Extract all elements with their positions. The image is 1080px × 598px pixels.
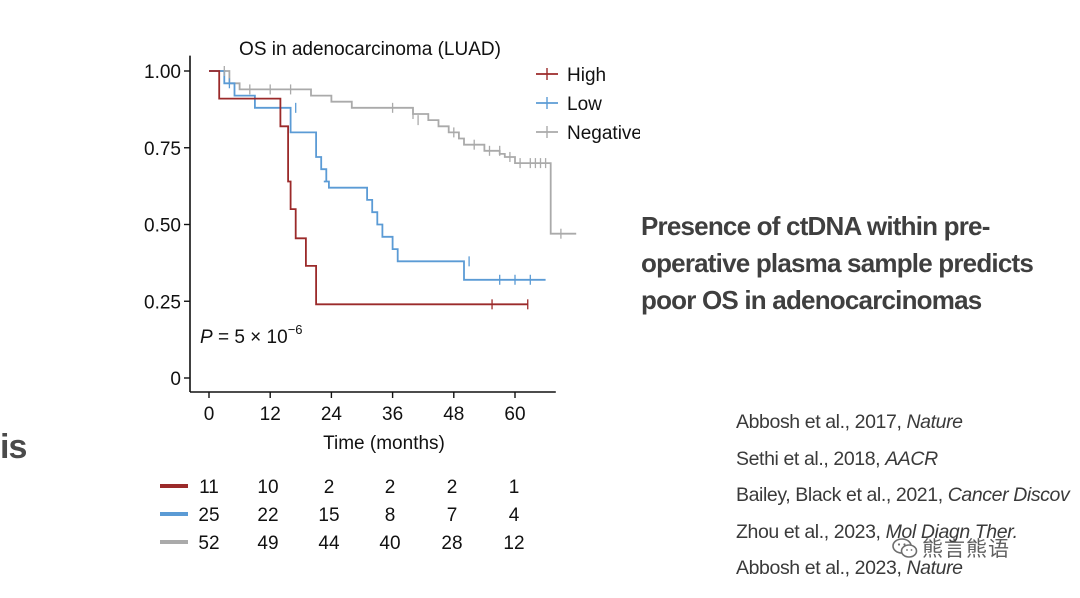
- risk-row-swatch: [160, 484, 188, 488]
- curve-negative: [209, 70, 577, 235]
- reference-journal: Cancer Discov: [947, 484, 1070, 506]
- reference-item: Abbosh et al., 2017, Nature: [736, 404, 1080, 441]
- risk-count: 2: [447, 477, 458, 498]
- legend-label: High: [567, 65, 606, 86]
- reference-journal: Nature: [906, 557, 963, 579]
- headline-line: Presence of ctDNA within pre-: [641, 211, 990, 241]
- reference-authors: Abbosh et al., 2017,: [736, 411, 907, 433]
- risk-row-swatch: [160, 540, 188, 544]
- headline-line: poor OS in adenocarcinomas: [641, 285, 982, 315]
- p-value-exponent: −6: [288, 322, 303, 337]
- risk-count: 2: [324, 477, 335, 498]
- curve-low: [209, 70, 546, 281]
- x-tick-label: 0: [204, 404, 215, 425]
- y-axis: 0 0.25 0.50 0.75 1.00: [144, 55, 191, 392]
- risk-count: 52: [198, 533, 219, 554]
- reference-authors: Abbosh et al., 2023,: [736, 557, 907, 579]
- y-tick-label: 0.50: [144, 216, 181, 237]
- watermark-text: 熊言熊语: [922, 537, 1010, 561]
- risk-count: 28: [441, 533, 462, 554]
- headline: Presence of ctDNA within pre- operative …: [641, 208, 1071, 319]
- x-tick-label: 36: [382, 404, 403, 425]
- risk-count: 15: [318, 505, 339, 526]
- p-value-body: = 5 × 10: [213, 327, 288, 348]
- risk-count: 49: [257, 533, 278, 554]
- watermark: 熊言熊语: [892, 533, 1010, 563]
- legend-label: Negative: [567, 123, 640, 144]
- x-tick-label: 12: [260, 404, 281, 425]
- reference-authors: Bailey, Black et al., 2021,: [736, 484, 948, 506]
- risk-count: 4: [509, 505, 520, 526]
- reference-list: Abbosh et al., 2017, Nature Sethi et al.…: [736, 404, 1080, 587]
- legend: High Low Negative: [536, 65, 640, 144]
- risk-count: 2: [385, 477, 396, 498]
- legend-label: Low: [567, 94, 602, 115]
- risk-count: 44: [318, 533, 340, 554]
- reference-item: Zhou et al., 2023, Mol Diagn Ther.: [736, 514, 1080, 551]
- x-axis-label: Time (months): [323, 433, 445, 454]
- risk-count: 22: [257, 505, 278, 526]
- reference-item: Sethi et al., 2018, AACR: [736, 441, 1080, 478]
- headline-line: operative plasma sample predicts: [641, 248, 1034, 278]
- x-tick-label: 24: [321, 404, 343, 425]
- reference-journal: Nature: [906, 411, 963, 433]
- survival-curves: [209, 70, 577, 306]
- reference-journal: Mol Diagn Ther.: [885, 520, 1018, 543]
- p-value-annotation: P = 5 × 10−6: [200, 322, 303, 348]
- x-tick-label: 60: [504, 404, 525, 425]
- curve-high: [209, 70, 528, 306]
- risk-count: 8: [385, 505, 396, 526]
- reference-item: Abbosh et al., 2023, Nature: [736, 550, 1080, 587]
- risk-row-swatch: [160, 512, 188, 516]
- y-tick-label: 1.00: [144, 62, 181, 83]
- censor-marks: [223, 66, 562, 310]
- reference-authors: Sethi et al., 2018,: [736, 447, 886, 470]
- cut-off-text: is: [0, 428, 27, 466]
- risk-table: 11 10 2 2 2 125 22 15 8 7 452 49 44 40 28 12: [160, 477, 525, 554]
- risk-count: 10: [257, 477, 278, 498]
- reference-authors: Zhou et al., 2023,: [736, 520, 886, 543]
- y-tick-label: 0.25: [144, 292, 181, 313]
- risk-count: 11: [199, 477, 219, 498]
- risk-count: 7: [447, 505, 458, 526]
- x-axis: 0 12 24 36 48 60: [190, 391, 556, 425]
- km-chart: OS in adenocarcinoma (LUAD) 0 0.25 0.50 0.7…: [144, 39, 640, 554]
- risk-count: 12: [503, 533, 524, 554]
- x-tick-label: 48: [443, 404, 464, 425]
- y-tick-label: 0.75: [144, 139, 181, 160]
- reference-item: Bailey, Black et al., 2021, Cancer Disco…: [736, 477, 1080, 514]
- risk-count: 40: [379, 533, 400, 554]
- chart-title: OS in adenocarcinoma (LUAD): [239, 39, 501, 60]
- p-value-letter: P: [200, 327, 213, 348]
- reference-journal: AACR: [885, 447, 938, 470]
- risk-count: 1: [509, 477, 520, 498]
- risk-count: 25: [198, 505, 219, 526]
- y-tick-label: 0: [170, 369, 181, 390]
- wechat-icon: [892, 538, 918, 558]
